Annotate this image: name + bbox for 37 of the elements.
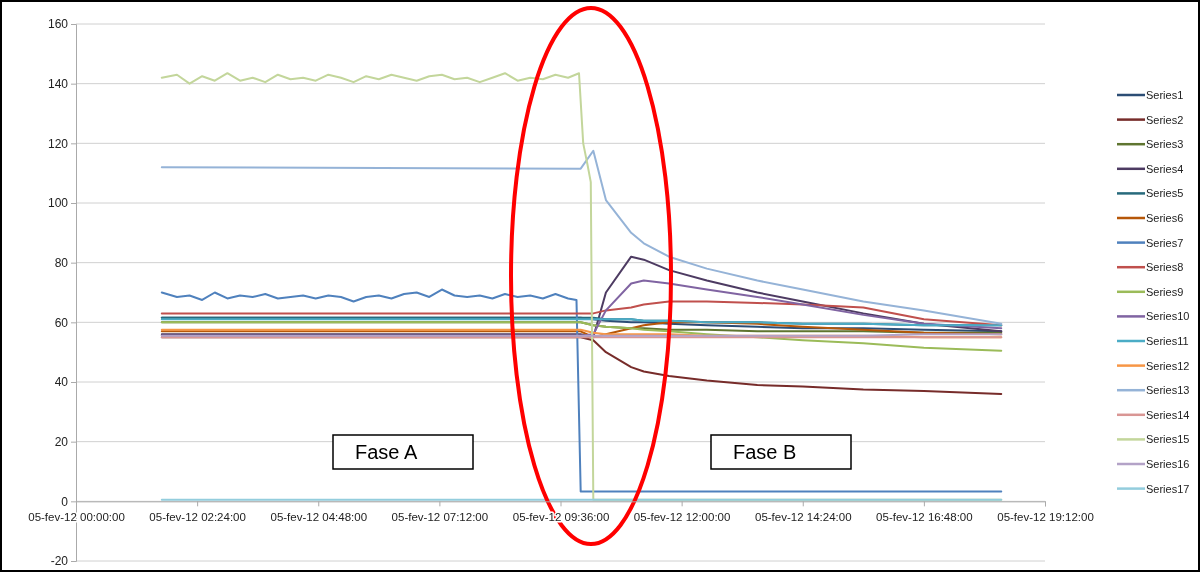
annotation: Fase A xyxy=(355,441,418,463)
y-tick-label: 60 xyxy=(54,315,69,330)
legend-label: Series9 xyxy=(1146,285,1184,298)
y-tick-label: 0 xyxy=(61,494,69,509)
legend-label: Series16 xyxy=(1146,458,1190,470)
legend-label: Series12 xyxy=(1146,359,1190,372)
legend-label: Series5 xyxy=(1146,187,1184,200)
legend-label: Series4 xyxy=(1146,162,1184,175)
y-tick-label: 20 xyxy=(54,435,69,450)
y-tick-label: -20 xyxy=(50,554,69,569)
legend-label: Series1 xyxy=(1146,89,1184,101)
x-tick-label: 05-fev-12 14:24:00 xyxy=(754,510,852,523)
x-tick-label: 05-fev-12 19:12:00 xyxy=(997,510,1094,523)
legend-label: Series14 xyxy=(1146,408,1190,421)
y-tick-label: 80 xyxy=(54,256,69,271)
x-tick-label: 05-fev-12 12:00:00 xyxy=(633,510,731,523)
x-tick-label: 05-fev-12 16:48:00 xyxy=(876,510,973,523)
legend-label: Series6 xyxy=(1146,212,1184,224)
legend-label: Series13 xyxy=(1146,384,1190,397)
y-tick-label: 140 xyxy=(47,77,69,92)
x-tick-label: 05-fev-12 00:00:00 xyxy=(28,510,125,523)
legend-label: Series17 xyxy=(1146,482,1190,495)
y-tick-label: 160 xyxy=(47,17,69,32)
legend-label: Series15 xyxy=(1146,433,1190,446)
y-tick-label: 100 xyxy=(47,196,69,211)
x-tick-label: 05-fev-12 04:48:00 xyxy=(270,510,368,523)
legend-label: Series10 xyxy=(1146,310,1190,323)
annotation: Fase B xyxy=(733,441,797,463)
x-tick-label: 05-fev-12 07:12:00 xyxy=(391,510,489,523)
legend-label: Series2 xyxy=(1146,113,1184,126)
legend-label: Series11 xyxy=(1146,335,1189,347)
legend-label: Series7 xyxy=(1146,236,1184,249)
y-tick-label: 120 xyxy=(47,136,69,151)
x-tick-label: 05-fev-12 02:24:00 xyxy=(149,510,246,523)
legend-label: Series3 xyxy=(1146,138,1184,151)
y-tick-label: 40 xyxy=(54,375,69,390)
legend-label: Series8 xyxy=(1146,261,1184,274)
